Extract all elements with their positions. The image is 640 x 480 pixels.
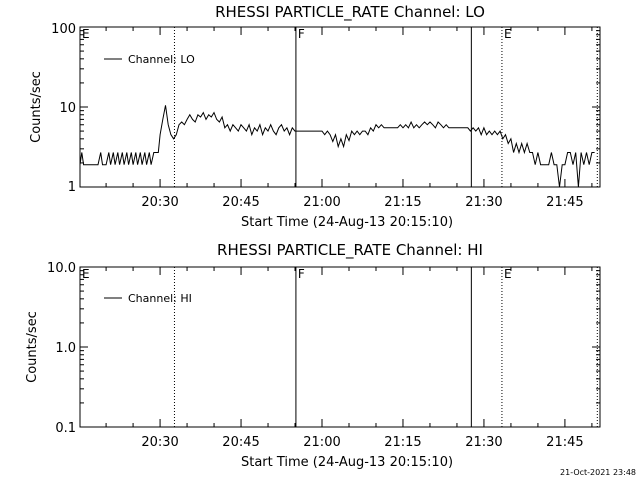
x-axis-label-lo: Start Time (24-Aug-13 20:15:10) <box>241 215 453 230</box>
x-tick-label-hi-4: 21:30 <box>465 435 502 450</box>
y-axis-label-hi: Counts/sec <box>25 311 40 383</box>
x-tick-label-hi-3: 21:15 <box>384 435 421 450</box>
annotation-label-lo-0: E <box>82 27 90 41</box>
y-tick-label-hi-10.0: 10.0 <box>47 261 76 276</box>
y-tick-label-hi-1.0: 1.0 <box>55 341 76 356</box>
annotation-label-hi-2: F <box>298 267 305 281</box>
annotation-label-hi-0: E <box>82 267 90 281</box>
x-tick-label-hi-2: 21:00 <box>303 435 340 450</box>
plot-frame-lo <box>79 26 601 188</box>
x-axis-label-hi: Start Time (24-Aug-13 20:15:10) <box>241 455 453 470</box>
annotation-label-lo-4: E <box>504 27 512 41</box>
x-tick-label-lo-5: 21:45 <box>546 195 583 210</box>
y-axis-label-lo: Counts/sec <box>29 71 44 143</box>
x-tick-label-lo-1: 20:45 <box>222 195 259 210</box>
legend-label-hi: Channel: HI <box>128 292 192 305</box>
legend-label-lo: Channel: LO <box>128 53 195 66</box>
panel-lo-channel: RHESSI PARTICLE_RATE Channel: LO Counts/… <box>29 3 601 230</box>
y-tick-label-lo-10: 10 <box>59 101 76 116</box>
y-tick-label-lo-100: 100 <box>51 22 76 37</box>
x-tick-label-hi-1: 20:45 <box>222 435 259 450</box>
x-tick-label-lo-2: 21:00 <box>303 195 340 210</box>
x-tick-label-lo-0: 20:30 <box>141 195 178 210</box>
panel-hi-channel: RHESSI PARTICLE_RATE Channel: HI Counts/… <box>25 241 601 470</box>
annotation-label-hi-4: E <box>504 267 512 281</box>
annotation-label-lo-2: F <box>298 27 305 41</box>
chart-title-lo: RHESSI PARTICLE_RATE Channel: LO <box>215 3 485 22</box>
y-tick-label-lo-1: 1 <box>68 180 76 195</box>
chart-title-hi: RHESSI PARTICLE_RATE Channel: HI <box>217 241 483 260</box>
plot-frame-hi <box>79 266 601 428</box>
x-tick-label-lo-4: 21:30 <box>465 195 502 210</box>
x-tick-label-lo-3: 21:15 <box>384 195 421 210</box>
footer-timestamp: 21-Oct-2021 23:48 <box>560 468 636 477</box>
x-tick-label-hi-0: 20:30 <box>141 435 178 450</box>
series-line-lo-0 <box>79 105 595 188</box>
y-tick-label-hi-0.1: 0.1 <box>55 421 76 436</box>
x-tick-label-hi-5: 21:45 <box>546 435 583 450</box>
